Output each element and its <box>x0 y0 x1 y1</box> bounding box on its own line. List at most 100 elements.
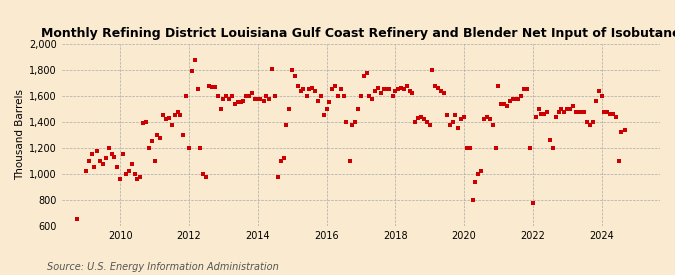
Point <box>550 115 561 119</box>
Point <box>250 96 261 101</box>
Point <box>519 87 530 92</box>
Point <box>533 107 544 111</box>
Point <box>444 122 455 127</box>
Point <box>356 94 367 98</box>
Point <box>384 87 395 92</box>
Point <box>80 169 91 174</box>
Point <box>381 87 392 92</box>
Point <box>310 89 321 93</box>
Point <box>132 177 143 181</box>
Point <box>315 94 326 98</box>
Point <box>582 120 593 124</box>
Point <box>272 174 283 179</box>
Point <box>301 94 312 98</box>
Point <box>152 133 163 137</box>
Point <box>493 83 504 88</box>
Point <box>209 85 220 89</box>
Point <box>172 109 183 114</box>
Point <box>143 146 154 150</box>
Point <box>476 169 487 174</box>
Point <box>106 152 117 157</box>
Point <box>425 122 435 127</box>
Point <box>593 89 604 93</box>
Point <box>138 121 148 125</box>
Point <box>252 96 263 101</box>
Point <box>296 89 306 93</box>
Point <box>109 155 119 159</box>
Point <box>130 172 140 176</box>
Point <box>467 198 478 202</box>
Point <box>313 99 323 103</box>
Point <box>545 138 556 142</box>
Point <box>287 68 298 72</box>
Point <box>473 172 484 176</box>
Point <box>290 74 300 79</box>
Point <box>464 146 475 150</box>
Point <box>232 100 243 105</box>
Point <box>616 130 627 134</box>
Point <box>218 96 229 101</box>
Point <box>524 146 535 150</box>
Point <box>221 94 232 98</box>
Point <box>536 112 547 116</box>
Point <box>458 115 469 119</box>
Point <box>344 159 355 163</box>
Point <box>112 165 123 170</box>
Point <box>190 57 200 62</box>
Point <box>83 159 94 163</box>
Point <box>564 107 575 111</box>
Point <box>568 104 578 109</box>
Point <box>499 101 510 106</box>
Point <box>508 96 518 101</box>
Point <box>230 101 240 106</box>
Point <box>186 69 197 73</box>
Point <box>278 156 289 161</box>
Point <box>504 99 515 103</box>
Point <box>117 152 128 157</box>
Point <box>244 94 254 98</box>
Point <box>200 174 211 179</box>
Point <box>453 126 464 131</box>
Point <box>605 112 616 116</box>
Point <box>375 91 386 96</box>
Point <box>439 91 450 96</box>
Point <box>224 96 235 101</box>
Point <box>527 200 538 205</box>
Point <box>207 85 217 89</box>
Point <box>611 115 622 119</box>
Point <box>227 94 238 98</box>
Point <box>485 117 495 122</box>
Point <box>167 122 178 127</box>
Point <box>482 115 493 119</box>
Point <box>619 128 630 132</box>
Point <box>542 109 553 114</box>
Point <box>490 146 501 150</box>
Point <box>184 146 194 150</box>
Point <box>181 94 192 98</box>
Point <box>530 115 541 119</box>
Point <box>298 87 309 92</box>
Text: Source: U.S. Energy Information Administration: Source: U.S. Energy Information Administ… <box>47 262 279 272</box>
Point <box>547 146 558 150</box>
Point <box>255 96 266 101</box>
Point <box>269 94 280 98</box>
Point <box>539 112 549 116</box>
Point <box>161 117 171 122</box>
Point <box>398 87 409 92</box>
Point <box>556 107 567 111</box>
Point <box>396 86 406 90</box>
Point <box>587 120 598 124</box>
Point <box>238 99 248 103</box>
Point <box>149 159 160 163</box>
Point <box>387 94 398 98</box>
Point <box>456 117 466 122</box>
Y-axis label: Thousand Barrels: Thousand Barrels <box>15 89 25 180</box>
Point <box>353 107 364 111</box>
Point <box>261 94 272 98</box>
Point <box>430 83 441 88</box>
Point <box>413 116 424 120</box>
Point <box>367 96 377 101</box>
Point <box>338 94 349 98</box>
Point <box>158 113 169 118</box>
Point <box>373 86 383 90</box>
